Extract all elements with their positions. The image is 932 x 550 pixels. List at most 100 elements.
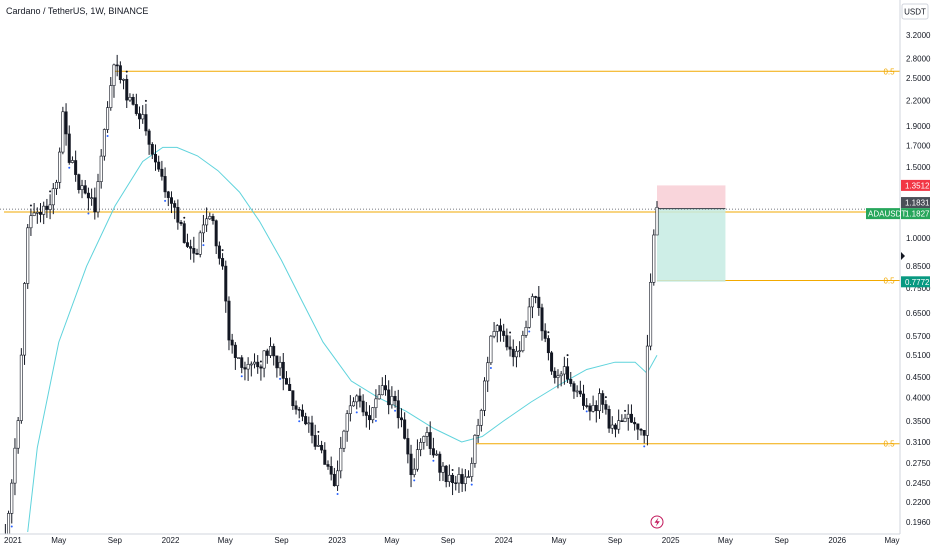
candle-body — [355, 395, 359, 403]
candle-body — [492, 331, 496, 337]
marker-dot — [528, 330, 531, 333]
time-tick-6: 2023 — [328, 536, 346, 545]
short-position-tool[interactable] — [656, 185, 726, 282]
currency-label: USDT — [904, 8, 926, 17]
candle-body — [256, 361, 260, 368]
candle-body — [99, 155, 103, 182]
price-tick-labels: 3.2000 2.8000 2.5000 2.2000 1.9000 1.7000 1.50… — [906, 31, 931, 527]
marker-dot — [49, 190, 52, 193]
time-tick-1: May — [51, 536, 66, 545]
marker-dot — [355, 411, 358, 414]
candle-body — [144, 114, 148, 132]
candle-body — [387, 389, 391, 406]
time-tick-8: Sep — [441, 536, 456, 545]
candle-body — [412, 468, 416, 476]
candle-body — [185, 242, 189, 247]
price-tick-7: 1.0000 — [906, 234, 931, 243]
candle-body — [268, 346, 272, 356]
candle-body — [297, 409, 301, 411]
candle-body — [569, 378, 573, 384]
candle-body — [35, 211, 39, 214]
candle-body — [502, 330, 506, 336]
candle-body — [70, 160, 74, 163]
candle-body — [304, 416, 308, 425]
take-profit-zone[interactable] — [656, 208, 726, 282]
candle-body — [495, 325, 499, 332]
candle-body — [588, 405, 592, 412]
price-tick-13: 0.4500 — [906, 373, 931, 382]
candle-body — [556, 375, 560, 378]
candle-body — [42, 205, 46, 215]
candle-body — [77, 174, 81, 190]
candle-body — [300, 409, 304, 417]
candle-body — [16, 420, 20, 449]
candle-body — [316, 444, 320, 447]
candle-body — [623, 417, 627, 422]
candle-body — [288, 384, 292, 391]
candle-body — [115, 64, 119, 67]
candle-body — [575, 390, 579, 393]
candle-body — [134, 104, 138, 114]
candle-body — [633, 421, 637, 425]
price-tick-17: 0.2750 — [906, 459, 931, 468]
candle-body — [227, 300, 231, 341]
price-badge-1 — [901, 197, 930, 209]
marker-dot — [164, 199, 167, 202]
moving-average-line — [27, 146, 658, 533]
marker-dot — [29, 204, 32, 207]
price-tick-0: 3.2000 — [906, 31, 931, 40]
marker-dot — [259, 360, 262, 363]
candle-body — [90, 197, 94, 200]
candle-body — [313, 435, 317, 447]
price-tick-20: 0.1960 — [906, 518, 931, 527]
price-tick-1: 2.8000 — [906, 54, 931, 63]
candle-body — [112, 64, 116, 86]
candle-body — [348, 405, 352, 414]
candle-body — [345, 413, 349, 432]
price-badge-3 — [901, 276, 930, 288]
candle-body — [406, 438, 410, 455]
candle-body — [224, 265, 228, 302]
currency-button[interactable] — [901, 3, 929, 20]
price-tick-16: 0.3100 — [906, 438, 931, 447]
candle-body — [505, 335, 509, 348]
candle-body — [566, 366, 570, 380]
price-axis[interactable] — [900, 0, 932, 550]
candle-body — [364, 411, 368, 416]
candle-body — [511, 348, 515, 358]
candle-body — [419, 442, 423, 450]
price-tick-14: 0.4000 — [906, 394, 931, 403]
candle-body — [272, 346, 276, 357]
lightning-icon[interactable] — [650, 515, 664, 529]
candle-body — [451, 474, 455, 484]
candle-body — [29, 215, 33, 229]
candle-body — [476, 424, 480, 436]
price-badge-text-3: 0.7772 — [905, 278, 930, 287]
candle-body — [329, 466, 333, 475]
candle-body — [118, 65, 122, 81]
candle-body — [243, 367, 247, 370]
candle-body — [377, 394, 381, 400]
marker-dot — [279, 377, 282, 380]
candle-body — [578, 390, 582, 395]
candle-body — [173, 203, 177, 208]
candle-body — [368, 415, 372, 421]
candle-body — [403, 419, 407, 439]
marker-dot — [566, 354, 569, 357]
candle-body — [64, 111, 68, 135]
marker-dot — [10, 525, 13, 528]
price-tick-5: 1.7000 — [906, 141, 931, 150]
candle-body — [281, 361, 285, 379]
candle-body — [214, 220, 218, 247]
time-axis[interactable] — [0, 534, 900, 550]
marker-dot — [547, 331, 550, 334]
time-tick-10: May — [551, 536, 566, 545]
stop-loss-zone[interactable] — [656, 185, 726, 209]
candle-body — [425, 432, 429, 437]
candle-body — [486, 362, 490, 382]
candle-body — [125, 78, 129, 101]
candle-body — [176, 207, 180, 223]
candle-body — [205, 218, 209, 226]
candle-body — [323, 449, 327, 465]
